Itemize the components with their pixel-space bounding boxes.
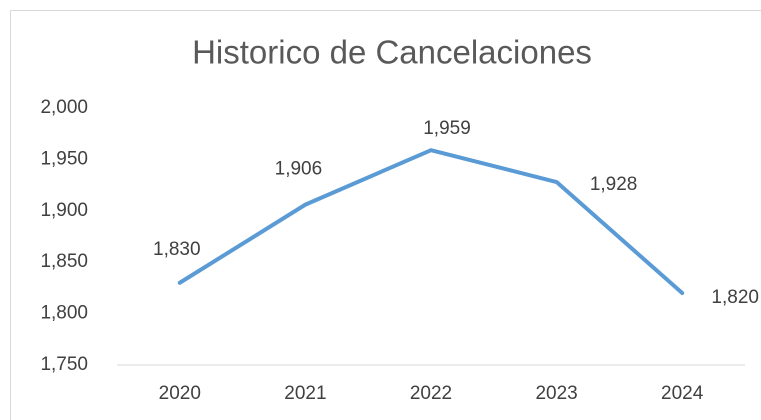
x-tick-label: 2024 (661, 383, 704, 404)
y-tick-label: 1,800 (40, 303, 88, 324)
y-tick-label: 1,850 (40, 251, 88, 272)
x-tick-label: 2022 (410, 383, 452, 404)
data-label: 1,820 (711, 287, 759, 308)
y-tick-label: 1,900 (40, 200, 88, 221)
data-label: 1,906 (275, 159, 323, 180)
data-label: 1,959 (423, 118, 471, 139)
chart-title: Historico de Cancelaciones (192, 34, 592, 71)
line (177, 148, 685, 296)
chart-border (10, 10, 761, 420)
y-tick-label: 1,750 (40, 354, 88, 375)
x-tick-label: 2021 (284, 383, 326, 404)
y-tick-label: 2,000 (40, 97, 88, 118)
x-tick-label: 2023 (535, 383, 577, 404)
data-label: 1,928 (590, 174, 638, 195)
y-tick-label: 1,950 (40, 148, 88, 169)
data-label: 1,830 (153, 239, 201, 260)
x-tick-label: 2020 (159, 383, 201, 404)
